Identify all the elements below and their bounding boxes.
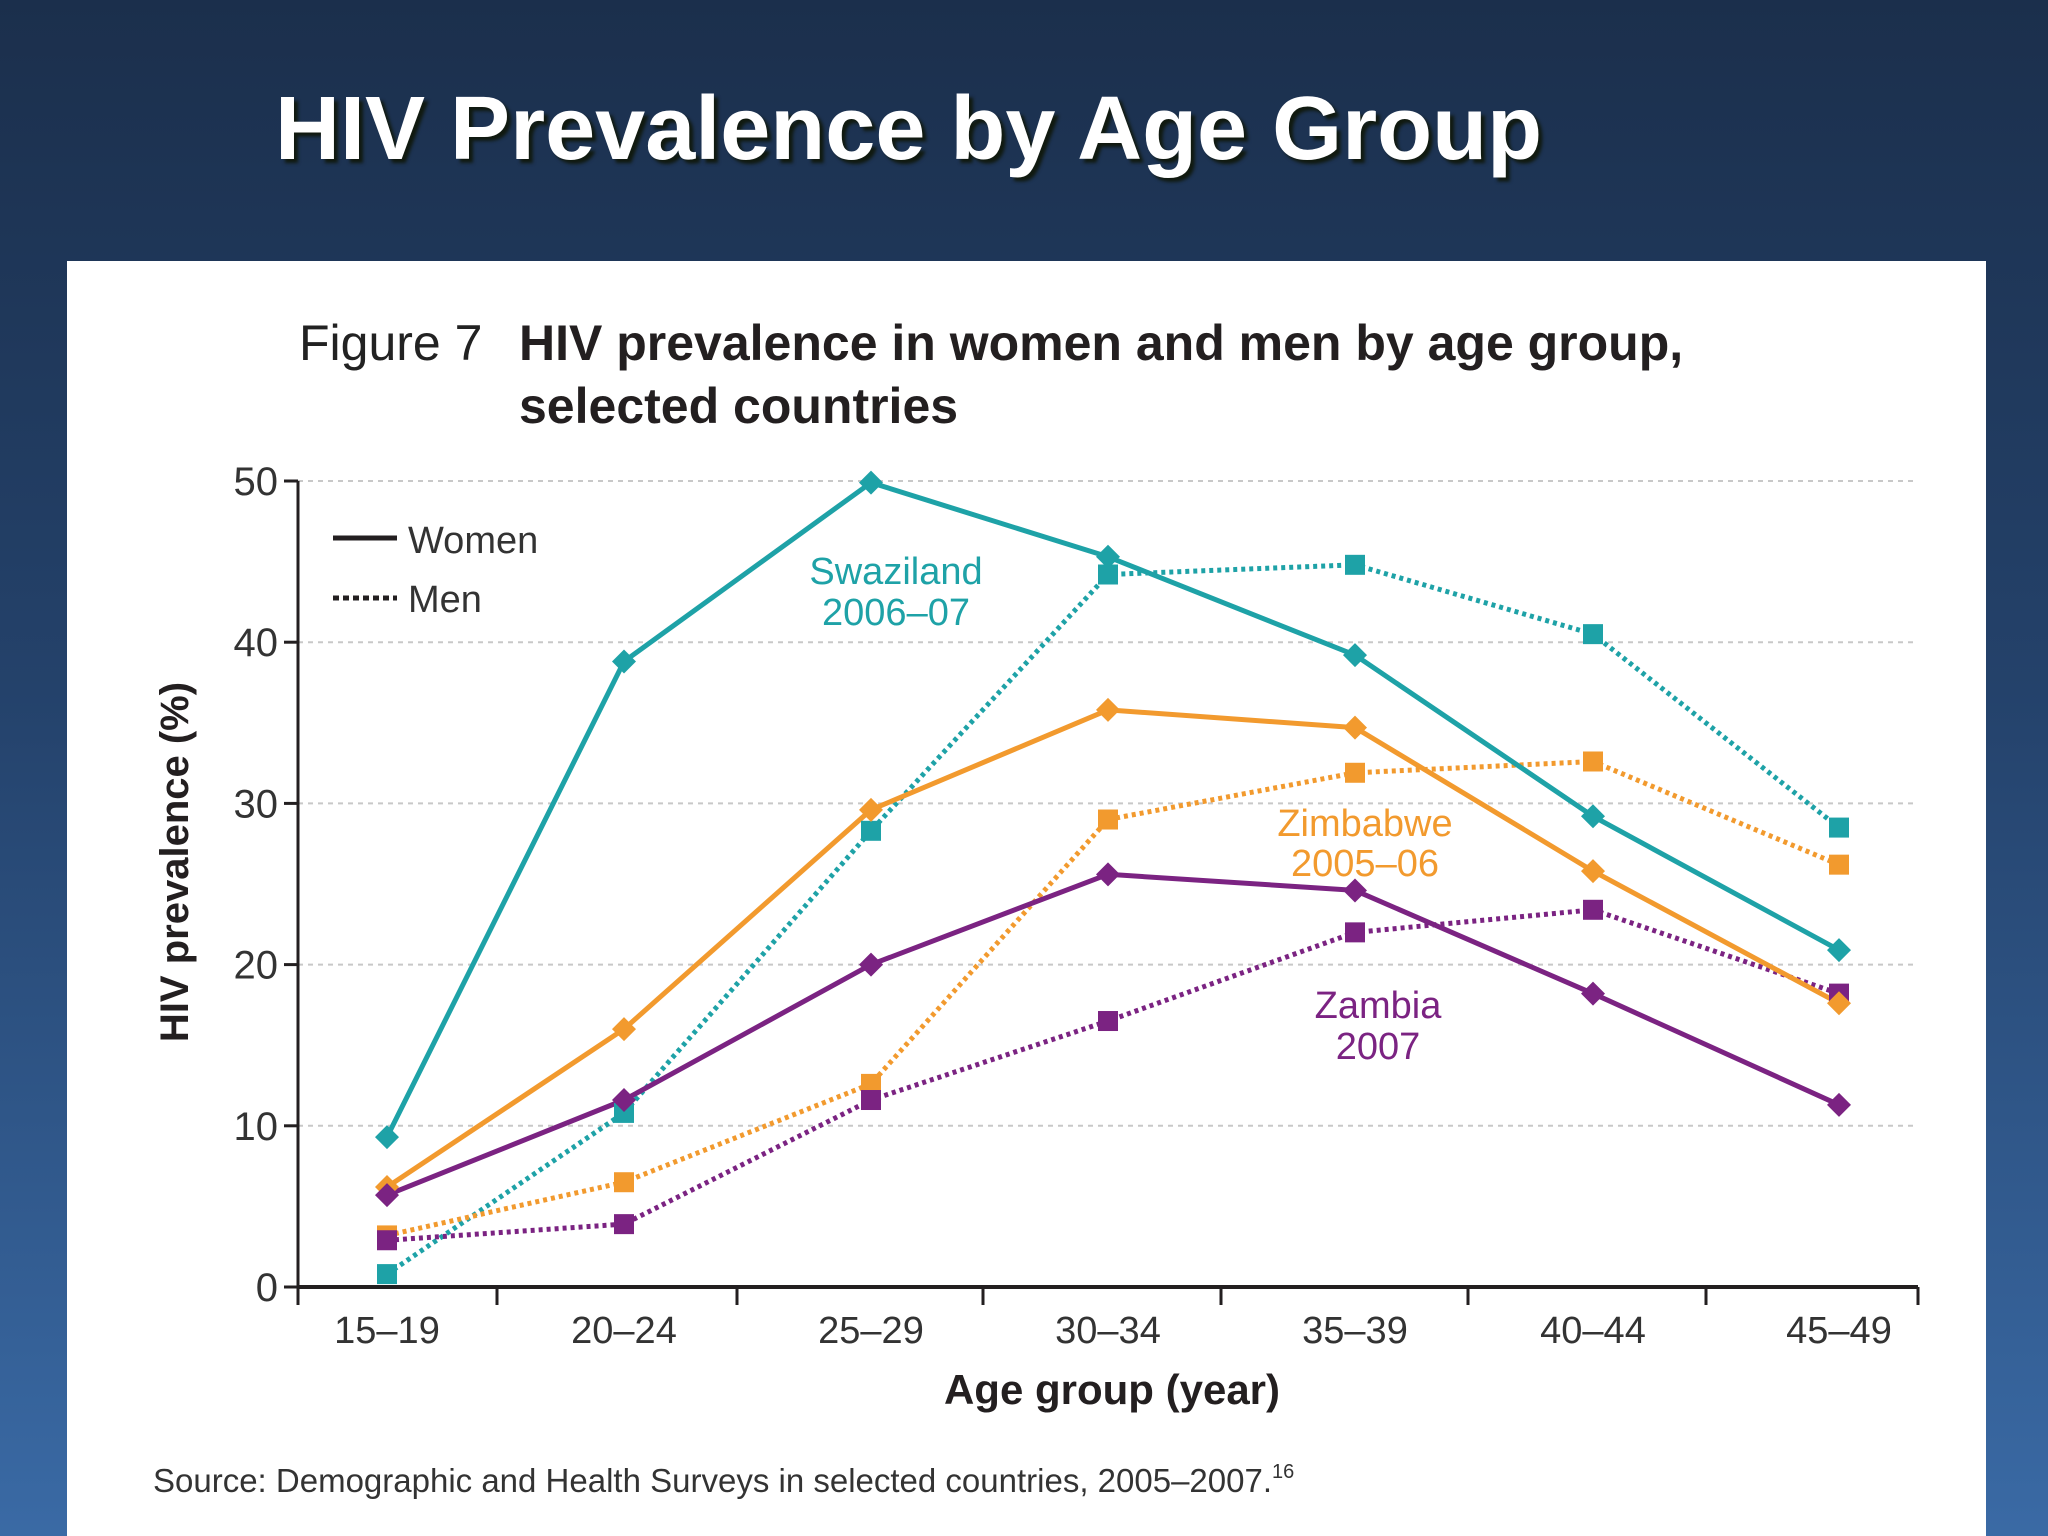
annotation-zimbabwe-years: 2005–06	[1291, 843, 1439, 885]
annotation-zambia-name: Zambia	[1315, 985, 1443, 1027]
marker-swaziland-men-3	[1098, 564, 1118, 585]
marker-zimbabwe-men-4	[1345, 762, 1365, 783]
source-text: Source: Demographic and Health Surveys i…	[153, 1462, 1272, 1499]
marker-swaziland-women-2	[859, 470, 883, 495]
marker-swaziland-women-5	[1581, 804, 1605, 829]
y-tick-label-20: 20	[234, 944, 279, 988]
x-tick-label-1: 20–24	[571, 1310, 677, 1352]
gridlines	[298, 480, 1918, 1127]
marker-swaziland-women-0	[375, 1125, 399, 1150]
marker-swaziland-women-4	[1343, 643, 1367, 668]
y-tick-label-40: 40	[234, 621, 279, 665]
marker-zambia-women-1	[612, 1088, 636, 1113]
marker-zambia-women-5	[1581, 981, 1605, 1006]
marker-swaziland-men-6	[1829, 817, 1849, 838]
marker-swaziland-men-1	[614, 1102, 634, 1123]
line-zambia-men	[386, 907, 1840, 1243]
marker-zimbabwe-men-1	[614, 1172, 634, 1193]
marker-zambia-women-6	[1827, 1092, 1851, 1117]
marker-zimbabwe-women-3	[1096, 697, 1120, 722]
marker-zimbabwe-women-4	[1343, 715, 1367, 740]
marker-swaziland-women-6	[1827, 938, 1851, 963]
chart-title-line-1: HIV prevalence in women and men by age g…	[519, 315, 1683, 371]
marker-zambia-men-4	[1345, 922, 1365, 943]
y-axis-label: HIV prevalence (%)	[153, 682, 197, 1042]
marker-zambia-men-3	[1098, 1011, 1118, 1032]
marker-zimbabwe-women-2	[859, 797, 883, 822]
marker-zimbabwe-women-5	[1581, 859, 1605, 884]
marker-zambia-men-2	[861, 1090, 881, 1111]
marker-zimbabwe-women-1	[612, 1017, 636, 1042]
marker-zimbabwe-men-5	[1583, 751, 1603, 772]
y-tick-label-30: 30	[234, 782, 279, 826]
chart-title-line-2: selected countries	[519, 378, 958, 434]
marker-zimbabwe-women-6	[1827, 991, 1851, 1016]
x-tick-label-6: 45–49	[1786, 1310, 1892, 1352]
y-tick-label-0: 0	[256, 1266, 278, 1310]
marker-swaziland-men-0	[377, 1264, 397, 1285]
y-tick-label-10: 10	[234, 1105, 279, 1149]
annotation-zimbabwe-name: Zimbabwe	[1277, 803, 1452, 845]
line-zambia-women	[386, 871, 1841, 1198]
marker-swaziland-men-5	[1583, 624, 1603, 645]
marker-zimbabwe-men-3	[1098, 809, 1118, 830]
annotation-swaziland-name: Swaziland	[809, 551, 982, 593]
y-tick-label-50: 50	[234, 460, 279, 504]
slide-title: HIV Prevalence by Age Group	[275, 79, 1543, 179]
marker-zimbabwe-men-6	[1829, 854, 1849, 875]
source-superscript: 16	[1272, 1461, 1294, 1483]
legend-women-label: Women	[408, 520, 538, 562]
figure-panel	[67, 261, 1986, 1536]
data-markers	[375, 470, 1851, 1285]
legend-men-label: Men	[408, 579, 482, 621]
marker-swaziland-women-1	[612, 649, 636, 674]
marker-swaziland-women-3	[1096, 544, 1120, 569]
x-tick-label-3: 30–34	[1055, 1310, 1161, 1352]
figure-label: Figure 7	[299, 315, 482, 371]
marker-zambia-men-1	[614, 1214, 634, 1235]
marker-swaziland-men-4	[1345, 554, 1365, 575]
line-zimbabwe-women	[385, 707, 1841, 1190]
annotation-swaziland-years: 2006–07	[822, 592, 970, 634]
x-tick-label-2: 25–29	[818, 1310, 924, 1352]
x-tick-label-0: 15–19	[334, 1310, 440, 1352]
annotation-zambia-years: 2007	[1336, 1026, 1421, 1068]
x-axis-label: Age group (year)	[944, 1366, 1280, 1413]
legend: Women Men	[333, 520, 538, 621]
source-note: Source: Demographic and Health Surveys i…	[153, 1461, 1294, 1499]
x-tick-label-5: 40–44	[1540, 1310, 1646, 1352]
y-tick-labels: 0 10 20 30 40 50	[234, 460, 279, 1310]
marker-zambia-women-2	[859, 952, 883, 977]
x-tick-labels: 15–19 20–24 25–29 30–34 35–39 40–44 45–49	[334, 1310, 1892, 1352]
marker-zambia-men-0	[377, 1230, 397, 1251]
marker-zambia-women-3	[1096, 862, 1120, 887]
line-swaziland-men	[385, 562, 1841, 1277]
marker-zimbabwe-men-2	[861, 1073, 881, 1094]
x-tick-label-4: 35–39	[1302, 1310, 1408, 1352]
marker-swaziland-men-2	[861, 820, 881, 841]
marker-zambia-women-4	[1343, 878, 1367, 903]
marker-zambia-women-0	[375, 1183, 399, 1208]
marker-zambia-men-5	[1583, 899, 1603, 920]
axes	[284, 479, 1920, 1305]
